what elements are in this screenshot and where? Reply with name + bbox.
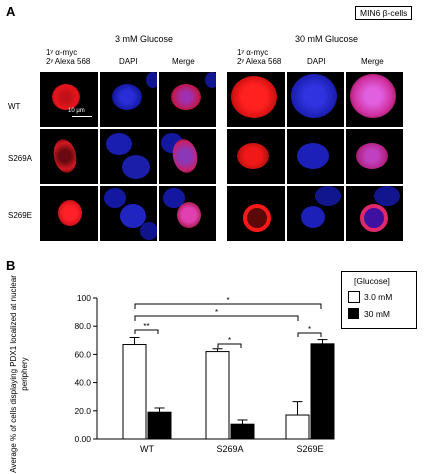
- micrograph-s269e-30mm-merge: [346, 186, 403, 241]
- micrograph-s269a-3mm-myc: [40, 129, 98, 184]
- left-merge-header: Merge: [172, 57, 195, 66]
- antibody-line2: 2ʸ Alexa 568: [46, 57, 91, 66]
- legend-title: [Glucose]: [354, 276, 390, 286]
- y-tick-label: 100: [77, 293, 91, 303]
- significance-mark: **: [143, 322, 149, 331]
- micrograph-s269e-30mm-myc: [227, 186, 285, 241]
- micrograph-s269e-3mm-dapi: [100, 186, 157, 241]
- micrograph-s269a-3mm-dapi: [100, 129, 157, 184]
- right-merge-header: Merge: [361, 57, 384, 66]
- legend-swatch-30mm: [348, 308, 359, 319]
- micrograph-wt-3mm-merge: [159, 72, 216, 127]
- bar-s269e-30mm: [310, 343, 335, 440]
- micrograph-wt-3mm-myc: 10 μm: [40, 72, 98, 127]
- chart-legend: [Glucose] 3.0 mM 30 mM: [341, 271, 417, 329]
- legend-label-3mm: 3.0 mM: [364, 292, 393, 302]
- y-tick-label: 0.00: [74, 434, 91, 444]
- y-tick-label: 80.0: [74, 321, 91, 331]
- left-antibody-header: 1ʸ α-myc 2ʸ Alexa 568: [46, 48, 90, 66]
- significance-bracket: [297, 332, 322, 337]
- y-tick-label: 60.0: [74, 349, 91, 359]
- panel-a-letter: A: [6, 4, 16, 19]
- micrograph-s269e-3mm-myc: [40, 186, 98, 241]
- antibody-line1: 1ʸ α-myc: [237, 48, 269, 57]
- antibody-line1: 1ʸ α-myc: [46, 48, 78, 57]
- significance-bracket: [217, 343, 242, 348]
- right-antibody-header: 1ʸ α-myc 2ʸ Alexa 568: [237, 48, 281, 66]
- significance-mark: *: [226, 296, 229, 305]
- y-tick-label: 20.0: [74, 406, 91, 416]
- bar-wt-3mm: [122, 344, 147, 440]
- y-tick-label: 40.0: [74, 378, 91, 388]
- row-label-wt: WT: [8, 102, 21, 111]
- micrograph-wt-3mm-dapi: [100, 72, 157, 127]
- left-dapi-header: DAPI: [119, 57, 138, 66]
- right-dapi-header: DAPI: [307, 57, 326, 66]
- significance-mark: *: [228, 336, 231, 345]
- bar-s269e-3mm: [285, 414, 310, 440]
- cell-type-label: MIN6 β-cells: [355, 6, 413, 20]
- significance-bracket: [134, 303, 322, 309]
- micrograph-wt-30mm-dapi: [287, 72, 344, 127]
- bar-s269a-30mm: [230, 423, 255, 440]
- micrograph-s269a-30mm-merge: [346, 129, 403, 184]
- row-label-s269e: S269E: [8, 211, 33, 220]
- antibody-line2: 2ʸ Alexa 568: [237, 57, 282, 66]
- legend-swatch-3mm: [348, 291, 360, 303]
- micrograph-wt-30mm-merge: [346, 72, 403, 127]
- panel-b-letter: B: [6, 258, 16, 273]
- x-tick-label-s269a: S269A: [216, 444, 243, 454]
- right-group-title: 30 mM Glucose: [295, 34, 359, 44]
- bar-s269a-3mm: [205, 351, 230, 440]
- left-group-title: 3 mM Glucose: [115, 34, 174, 44]
- micrograph-s269a-30mm-dapi: [287, 129, 344, 184]
- micrograph-s269e-3mm-merge: [159, 186, 216, 241]
- micrograph-s269a-3mm-merge: [159, 129, 216, 184]
- micrograph-wt-30mm-myc: [227, 72, 285, 127]
- row-label-s269a: S269A: [8, 154, 33, 163]
- bar-wt-30mm: [147, 411, 172, 440]
- x-tick-label-wt: WT: [140, 444, 154, 454]
- significance-bracket: [134, 315, 299, 321]
- x-tick-label-s269e: S269E: [296, 444, 323, 454]
- micrograph-s269a-30mm-myc: [227, 129, 285, 184]
- legend-label-30mm: 30 mM: [364, 309, 390, 319]
- significance-bracket: [134, 329, 159, 334]
- micrograph-s269e-30mm-dapi: [287, 186, 344, 241]
- significance-mark: *: [308, 325, 311, 334]
- scale-bar-label: 10 μm: [68, 108, 85, 114]
- significance-mark: *: [215, 308, 218, 317]
